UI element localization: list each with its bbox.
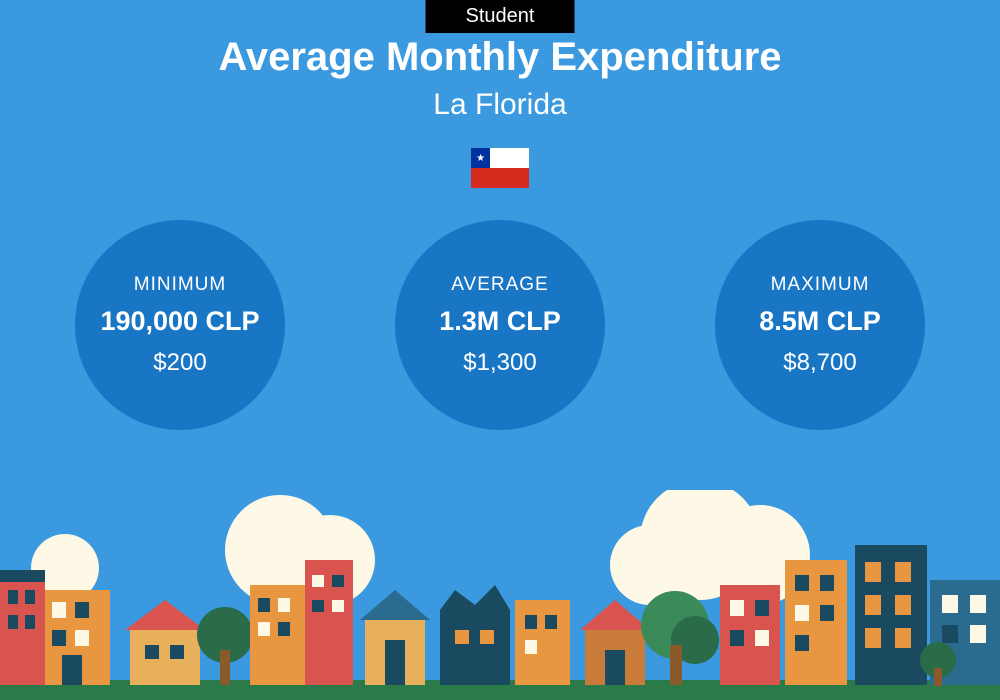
stat-usd: $8,700 bbox=[783, 349, 856, 377]
stat-label: MINIMUM bbox=[134, 274, 226, 296]
stat-usd: $200 bbox=[153, 349, 206, 377]
chile-flag-icon: ★ bbox=[471, 148, 529, 188]
stat-value: 1.3M CLP bbox=[439, 306, 561, 337]
location-subtitle: La Florida bbox=[0, 88, 1000, 122]
stat-label: AVERAGE bbox=[451, 274, 548, 296]
stat-average: AVERAGE 1.3M CLP $1,300 bbox=[395, 220, 605, 430]
stat-minimum: MINIMUM 190,000 CLP $200 bbox=[75, 220, 285, 430]
cityscape-illustration bbox=[0, 490, 1000, 700]
stat-value: 8.5M CLP bbox=[759, 306, 881, 337]
stat-usd: $1,300 bbox=[463, 349, 536, 377]
stat-label: MAXIMUM bbox=[771, 274, 870, 296]
category-badge: Student bbox=[426, 0, 575, 33]
stats-row: MINIMUM 190,000 CLP $200 AVERAGE 1.3M CL… bbox=[0, 220, 1000, 430]
stat-value: 190,000 CLP bbox=[100, 306, 259, 337]
stat-maximum: MAXIMUM 8.5M CLP $8,700 bbox=[715, 220, 925, 430]
page-title: Average Monthly Expenditure bbox=[0, 35, 1000, 80]
